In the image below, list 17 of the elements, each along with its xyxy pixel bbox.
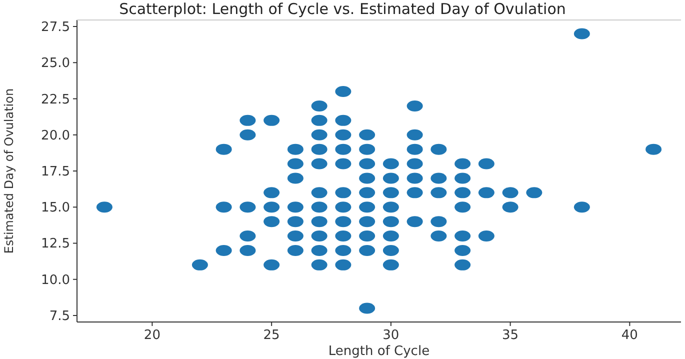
x-tick-label: 20	[144, 328, 160, 343]
y-tick-label: 25.0	[41, 56, 70, 72]
y-tick-label: 15.0	[41, 200, 70, 216]
y-tick-label: 7.5	[49, 309, 70, 324]
y-tick-label: 17.5	[41, 164, 70, 180]
y-tick-label: 27.5	[41, 20, 70, 35]
x-tick-label: 30	[382, 328, 400, 343]
y-tick-label: 12.5	[41, 236, 70, 252]
y-tick-label: 10.0	[41, 272, 70, 288]
y-tick-label: 22.5	[41, 92, 70, 108]
x-axis-title: Length of Cycle	[328, 344, 430, 359]
x-tick-label: 35	[502, 328, 519, 343]
x-tick-label: 25	[263, 328, 280, 343]
y-axis-title: Estimated Day of Ovulation	[2, 88, 16, 254]
y-tick-label: 20.0	[41, 128, 70, 144]
chart-title: Scatterplot: Length of Cycle vs. Estimated Day of Ovulation	[119, 0, 566, 18]
x-tick-label: 40	[621, 328, 638, 343]
